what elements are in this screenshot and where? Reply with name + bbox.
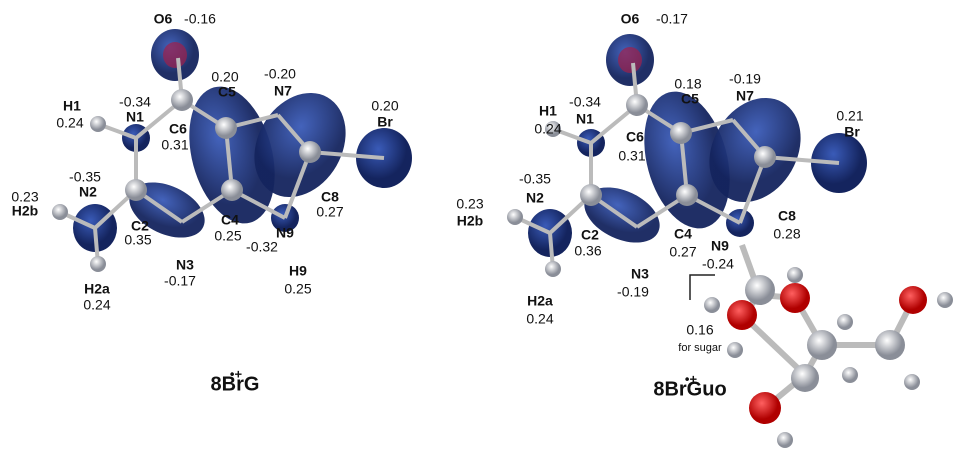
panel-title-superscript: •+ [230, 366, 243, 381]
atom-value: 0.31 [618, 148, 645, 164]
atom-value: -0.19 [729, 71, 761, 87]
atom-label: O6 [154, 11, 173, 27]
atom-label: C5 [681, 91, 699, 107]
atom-label: N7 [736, 88, 754, 104]
atom-label: C2 [581, 227, 599, 243]
atom-value: 0.28 [773, 226, 800, 242]
atom-value: 0.35 [124, 232, 151, 248]
atom-value: -0.35 [519, 171, 551, 187]
atom-label: N2 [526, 190, 544, 206]
atom-label: N2 [79, 184, 97, 200]
panel-title-superscript: •+ [685, 371, 698, 386]
atom-value: 0.20 [371, 98, 398, 114]
atom-label: C6 [169, 121, 187, 137]
atom-value: 0.20 [211, 69, 238, 85]
atom-label: N1 [126, 109, 144, 125]
atom-value: 0.24 [83, 297, 110, 313]
atom-label: C4 [221, 212, 239, 228]
atom-label: H1 [539, 103, 557, 119]
atom-value: 0.27 [669, 244, 696, 260]
atom-label: O6 [621, 11, 640, 27]
atom-label: N3 [631, 266, 649, 282]
atom-value: 0.23 [11, 189, 38, 205]
atom-value: -0.17 [656, 11, 688, 27]
atom-value: 0.23 [456, 196, 483, 212]
atom-value: 0.25 [284, 281, 311, 297]
sugar-value: 0.16 [686, 322, 713, 338]
atom-value: 0.36 [574, 243, 601, 259]
atom-value: -0.20 [264, 66, 296, 82]
atom-label: H9 [289, 263, 307, 279]
atom-label: C4 [674, 226, 692, 242]
atom-label: H2a [527, 293, 553, 309]
atom-value: 0.24 [526, 311, 553, 327]
atom-label: N7 [274, 83, 292, 99]
atom-label: C8 [778, 208, 796, 224]
atom-label: H2b [12, 203, 38, 219]
atom-label: C6 [626, 129, 644, 145]
atom-value: -0.24 [702, 256, 734, 272]
atom-label: Br [844, 124, 860, 140]
atom-value: 0.27 [316, 204, 343, 220]
atom-value: 0.24 [56, 115, 83, 131]
atom-value: -0.16 [184, 11, 216, 27]
atom-label: N9 [711, 238, 729, 254]
sugar [690, 245, 953, 448]
atom-label: Br [377, 114, 393, 130]
figure: O6-0.16C50.20N7-0.20H10.24N1-0.34C60.31B… [0, 0, 958, 452]
atom-value: 0.21 [836, 108, 863, 124]
atom-label: H2a [84, 281, 110, 297]
atom-label: N9 [276, 225, 294, 241]
atom-value: -0.35 [69, 169, 101, 185]
atom-value: 0.24 [534, 121, 561, 137]
atom-value: -0.17 [164, 273, 196, 289]
atom-label: C5 [218, 84, 236, 100]
atom-label: N1 [576, 111, 594, 127]
atom-label: H2b [457, 213, 483, 229]
atom-value: -0.32 [246, 239, 278, 255]
atom-value: 0.18 [674, 76, 701, 92]
atom-value: -0.34 [569, 94, 601, 110]
atom-value: 0.25 [214, 228, 241, 244]
atom-label: C8 [321, 189, 339, 205]
atom-value: -0.19 [617, 284, 649, 300]
atom-value: -0.34 [119, 94, 151, 110]
atom-label: H1 [63, 98, 81, 114]
sugar-note: for sugar [678, 342, 722, 354]
atom-value: 0.31 [161, 137, 188, 153]
atom-label: N3 [176, 257, 194, 273]
